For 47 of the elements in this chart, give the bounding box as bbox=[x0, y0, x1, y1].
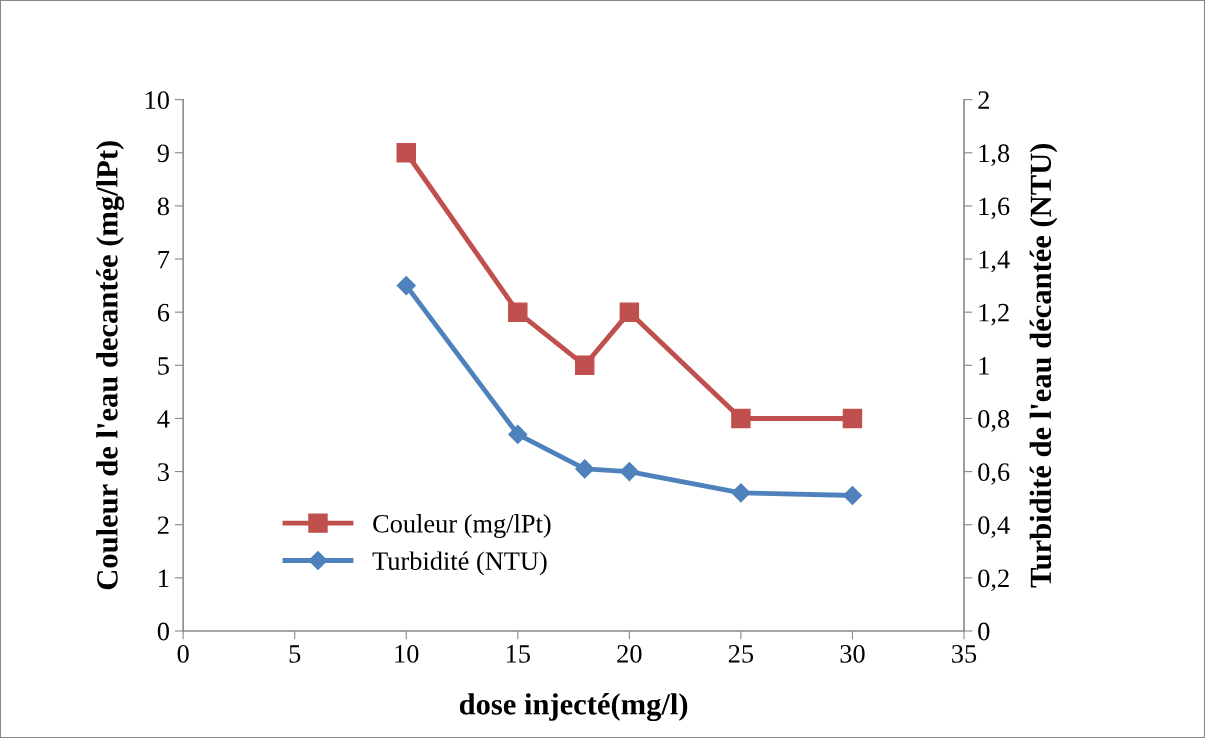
x-tick-label: 10 bbox=[395, 644, 419, 663]
point bbox=[508, 424, 528, 444]
y2-axis-title: Turbidité de l'eau décantée (NTU) bbox=[1029, 143, 1058, 588]
point bbox=[575, 459, 595, 479]
y-tick-label: 4 bbox=[157, 410, 170, 428]
x-tick-label: 15 bbox=[506, 645, 530, 663]
y2-tick-label: 0,2 bbox=[978, 569, 1009, 592]
y2-tick-label: 1,4 bbox=[979, 250, 1010, 273]
legend-label: Couleur (mg/lPt) bbox=[373, 514, 551, 539]
y-tick-label: 5 bbox=[158, 357, 169, 375]
y2-tick-label: 0,4 bbox=[978, 516, 1010, 538]
y-tick-label: 9 bbox=[157, 144, 169, 163]
point bbox=[396, 143, 416, 163]
y2-tick-label: 0,6 bbox=[978, 463, 1010, 485]
y2-tick-label: 1,8 bbox=[979, 144, 1010, 166]
y-tick-label: 0 bbox=[157, 622, 169, 641]
y2-tick-label: 1 bbox=[979, 357, 989, 375]
y-tick-label: 1 bbox=[159, 569, 169, 588]
x-tick-label: 30 bbox=[840, 644, 865, 663]
point bbox=[842, 408, 863, 429]
x-tick-label: 0 bbox=[177, 644, 189, 663]
y-tick-label: 10 bbox=[145, 91, 169, 110]
point bbox=[508, 302, 528, 322]
x-axis-title: dose injecté(mg/l) bbox=[459, 693, 688, 722]
y2-tick-label: 1,2 bbox=[979, 303, 1009, 326]
legend-label: Turbidité (NTU) bbox=[372, 551, 547, 576]
y-tick-label: 3 bbox=[158, 463, 169, 481]
point bbox=[619, 302, 640, 322]
y-tick-label: 8 bbox=[157, 197, 169, 216]
x-tick-label: 25 bbox=[728, 645, 754, 663]
point bbox=[731, 408, 751, 429]
point bbox=[619, 462, 639, 482]
y2-tick-label: 1,6 bbox=[979, 197, 1010, 220]
point bbox=[731, 483, 751, 503]
y-tick-label: 6 bbox=[157, 303, 170, 322]
y2-tick-label: 2 bbox=[978, 91, 989, 109]
point bbox=[842, 485, 862, 506]
point bbox=[396, 276, 416, 296]
point bbox=[575, 355, 595, 376]
y-tick-label: 7 bbox=[158, 250, 170, 269]
x-tick-label: 35 bbox=[952, 645, 977, 663]
x-tick-label: 5 bbox=[289, 645, 301, 663]
x-tick-label: 20 bbox=[617, 644, 642, 663]
y2-tick-label: 0 bbox=[978, 622, 990, 641]
y-axis-title: Couleur de l'eau decantée (mg/lPt) bbox=[96, 141, 125, 590]
y2-tick-label: 0,8 bbox=[978, 410, 1010, 432]
y-tick-label: 2 bbox=[157, 516, 169, 534]
